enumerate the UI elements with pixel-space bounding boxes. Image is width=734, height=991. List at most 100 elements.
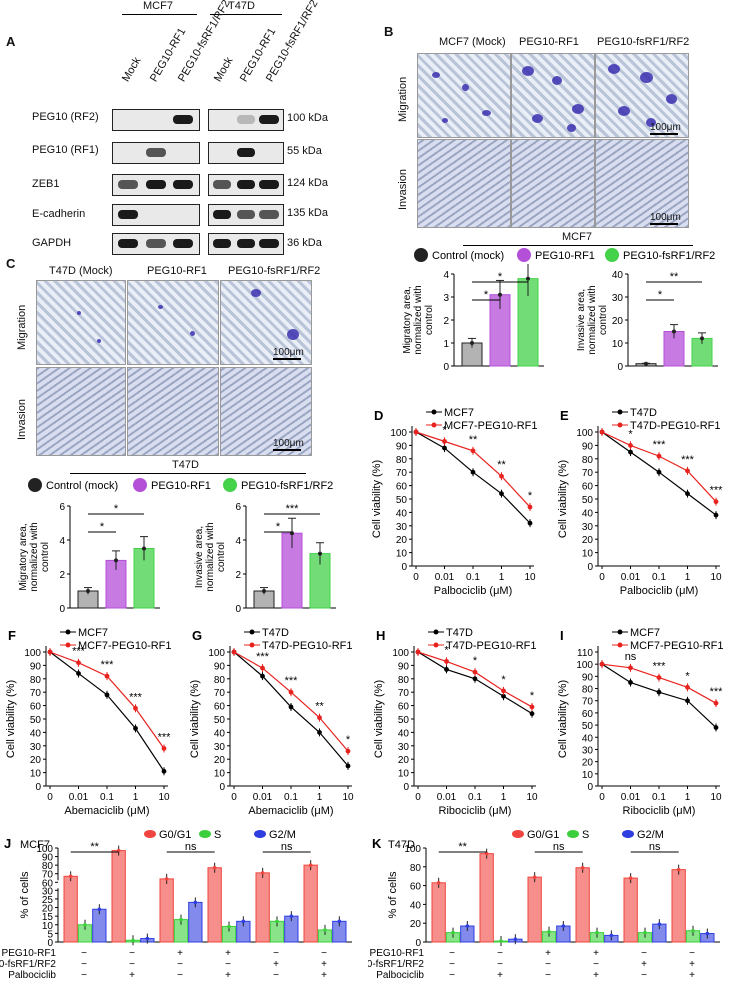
legend-swatch xyxy=(254,830,266,838)
x-tick-label: 0 xyxy=(599,572,605,583)
y-tick-label: 60 xyxy=(410,882,422,893)
row-label: Invasion xyxy=(397,169,409,210)
y-tick-label: 0 xyxy=(235,604,241,615)
treatment-sign: + xyxy=(225,970,231,981)
treatment-sign: − xyxy=(177,959,183,970)
data-point xyxy=(413,429,419,435)
bar xyxy=(671,869,686,943)
y-axis-label: normalized with xyxy=(29,522,40,591)
treatment-sign: + xyxy=(273,959,279,970)
legend-marker xyxy=(249,629,255,635)
data-point xyxy=(164,877,169,881)
data-point xyxy=(116,848,121,853)
blot-row-label: ZEB1 xyxy=(32,178,60,190)
y-tick-label: 40 xyxy=(582,733,594,744)
data-point xyxy=(345,763,351,769)
scale-bar: 100μm xyxy=(273,438,304,449)
y-tick-label: 30 xyxy=(42,886,54,897)
legend-marker xyxy=(431,409,437,415)
column-label: PEG10-RF1 xyxy=(147,265,207,277)
data-point xyxy=(260,673,265,679)
y-tick-label: 10 xyxy=(42,921,54,932)
legend-label: MCF7 xyxy=(78,627,108,639)
blot-row-label: E-cadherin xyxy=(32,208,86,220)
data-point xyxy=(104,692,110,698)
data-point xyxy=(628,876,633,880)
y-tick-label: 80 xyxy=(582,455,594,466)
data-point xyxy=(323,928,327,932)
sig-mark: ** xyxy=(469,434,478,446)
x-axis-label: Abemaciclib (μM) xyxy=(248,805,333,817)
group-label: MCF7 xyxy=(143,0,173,12)
sig-mark: *** xyxy=(710,485,724,497)
sig-mark: * xyxy=(473,655,478,667)
data-point xyxy=(685,698,690,704)
data-point xyxy=(131,938,135,943)
sig-mark: ** xyxy=(90,841,99,853)
data-point xyxy=(133,725,138,731)
micrograph-migration xyxy=(127,280,219,365)
panel-letter: E xyxy=(560,408,569,423)
data-point xyxy=(345,748,351,754)
y-tick-label: 20 xyxy=(410,919,422,930)
treatment-sign: + xyxy=(497,970,503,981)
sig-mark: *** xyxy=(285,675,299,687)
treatment-sign: − xyxy=(321,948,327,959)
x-axis-label: Ribociclib (μM) xyxy=(439,805,512,817)
data-point xyxy=(227,924,231,929)
data-point xyxy=(337,919,342,924)
y-tick-label: 4 xyxy=(235,536,241,547)
y-tick-label: 50 xyxy=(398,715,410,726)
legend-label: G2/M xyxy=(269,829,296,841)
data-point xyxy=(501,693,506,699)
bar xyxy=(575,867,590,943)
legend-swatch xyxy=(512,830,524,838)
y-tick-label: 70 xyxy=(396,468,408,479)
y-axis-label: % of cells xyxy=(387,871,399,919)
micrograph-migration: 100μm xyxy=(595,53,689,138)
y-tick-label: 40 xyxy=(612,270,624,281)
y-tick-label: 20 xyxy=(582,535,594,546)
x-tick-label: 0.1 xyxy=(652,792,666,803)
x-tick-label: 1 xyxy=(499,572,505,583)
lane-label: Mock xyxy=(120,55,144,84)
data-point xyxy=(657,922,662,926)
micrograph-invasion xyxy=(36,367,126,456)
data-point xyxy=(470,469,476,475)
treatment-sign: − xyxy=(273,970,279,981)
bar xyxy=(527,876,542,943)
legend-swatch-control xyxy=(414,248,428,262)
panel-letter: D xyxy=(374,408,383,423)
x-tick-label: 0.1 xyxy=(652,572,666,583)
y-tick-label: 5 xyxy=(47,929,53,940)
cell-line-label: MCF7 xyxy=(20,839,50,851)
panel-letter: B xyxy=(384,24,394,39)
y-tick-label: 80 xyxy=(396,455,408,466)
y-tick-label: 100 xyxy=(208,648,225,659)
y-tick-label: 15 xyxy=(42,912,54,923)
y-axis-label: Cell viability (%) xyxy=(373,680,385,758)
y-tick-label: 20 xyxy=(582,758,594,769)
data-point xyxy=(498,292,502,297)
data-point xyxy=(193,900,198,905)
bar xyxy=(63,875,78,943)
bar xyxy=(623,877,638,943)
column-label: T47D (Mock) xyxy=(49,265,113,277)
treatment-label: Palbociclib xyxy=(376,970,424,981)
y-tick-label: 90 xyxy=(396,441,408,452)
sig-mark: *** xyxy=(101,659,115,671)
legend-label: T47D-PEG10-RF1 xyxy=(262,640,352,652)
legend: Control (mock) PEG10-RF1 PEG10-fsRF1/RF2 xyxy=(28,478,333,492)
sig-mark: *** xyxy=(710,686,724,698)
blot-row-label: PEG10 (RF2) xyxy=(32,111,99,123)
data-point xyxy=(318,551,322,556)
treatment-sign: + xyxy=(593,948,599,959)
y-tick-label: 90 xyxy=(582,441,594,452)
treatment-label: PEG10-RF1 xyxy=(370,948,425,959)
data-point xyxy=(656,469,662,475)
sig-mark: * xyxy=(444,644,449,656)
y-tick-label: 100 xyxy=(24,648,41,659)
data-point xyxy=(260,871,265,875)
x-axis-label: Ribociclib (μM) xyxy=(623,805,696,817)
micrograph-migration xyxy=(511,53,595,138)
